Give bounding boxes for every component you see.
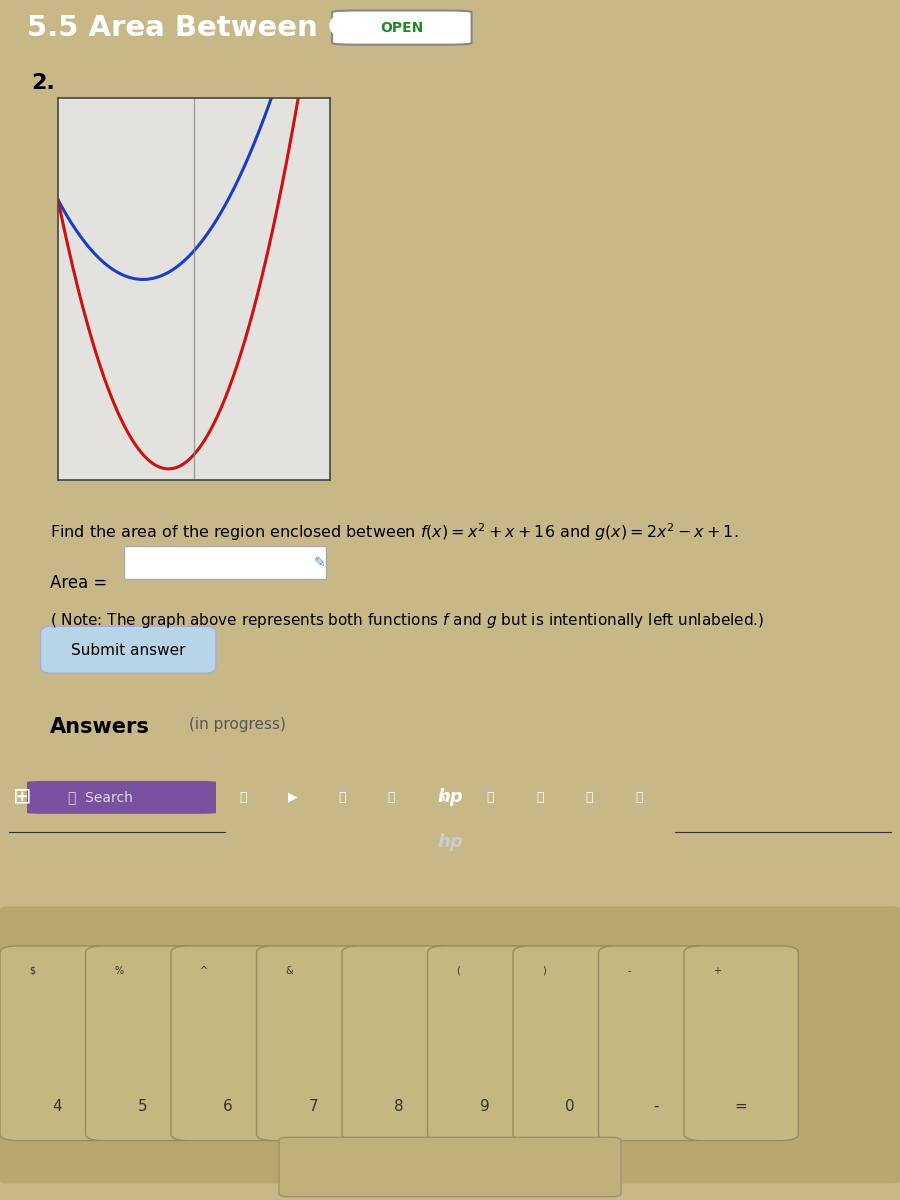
Text: -: - — [627, 966, 631, 976]
Text: -: - — [652, 1099, 659, 1114]
FancyBboxPatch shape — [0, 906, 900, 1183]
Text: ✎: ✎ — [314, 557, 325, 570]
Text: 🔊: 🔊 — [586, 791, 593, 804]
Text: Find the area of the region enclosed between $f(x) = x^2 + x + 16$ and $g(x) = 2: Find the area of the region enclosed bet… — [50, 521, 738, 542]
FancyBboxPatch shape — [428, 946, 542, 1140]
Text: hp: hp — [437, 833, 463, 851]
Text: ( Note: The graph above represents both functions $f$ and $g$ but is intentional: ( Note: The graph above represents both … — [50, 611, 764, 630]
Text: ⬛: ⬛ — [239, 791, 247, 804]
FancyBboxPatch shape — [342, 946, 456, 1140]
FancyBboxPatch shape — [332, 11, 472, 44]
FancyBboxPatch shape — [279, 1138, 621, 1196]
FancyBboxPatch shape — [513, 946, 627, 1140]
Text: 📁: 📁 — [487, 791, 494, 804]
FancyBboxPatch shape — [124, 546, 326, 580]
FancyBboxPatch shape — [171, 946, 285, 1140]
FancyBboxPatch shape — [0, 946, 114, 1140]
Text: Area =: Area = — [50, 574, 107, 592]
Text: 9: 9 — [480, 1099, 490, 1114]
Text: a: a — [437, 791, 445, 804]
Text: =: = — [734, 1099, 748, 1114]
Text: 4: 4 — [52, 1099, 62, 1114]
Text: 🌐: 🌐 — [338, 791, 346, 804]
Text: &: & — [285, 966, 292, 976]
Text: Submit answer: Submit answer — [71, 642, 186, 658]
Text: $: $ — [29, 966, 35, 976]
Text: 2.: 2. — [32, 73, 55, 94]
Text: 7: 7 — [309, 1099, 319, 1114]
Text: hp: hp — [437, 788, 463, 806]
Text: (in progress): (in progress) — [189, 716, 286, 732]
Text: (: ( — [456, 966, 460, 976]
FancyBboxPatch shape — [27, 781, 216, 814]
Text: 🔍  Search: 🔍 Search — [68, 791, 132, 804]
Text: ^: ^ — [200, 966, 208, 976]
Text: 8: 8 — [394, 1099, 404, 1114]
Text: +: + — [713, 966, 721, 976]
Text: 5: 5 — [138, 1099, 148, 1114]
FancyBboxPatch shape — [40, 626, 216, 673]
Text: 📶: 📶 — [635, 791, 643, 804]
FancyBboxPatch shape — [684, 946, 798, 1140]
Text: ): ) — [542, 966, 545, 976]
FancyBboxPatch shape — [256, 946, 371, 1140]
FancyBboxPatch shape — [598, 946, 713, 1140]
Text: 📁: 📁 — [388, 791, 395, 804]
Text: ▶: ▶ — [288, 791, 297, 804]
Text: OPEN: OPEN — [381, 20, 424, 35]
Text: 📌: 📌 — [536, 791, 544, 804]
Text: 6: 6 — [223, 1099, 233, 1114]
Text: 5.5 Area Between Curves: 5.5 Area Between Curves — [27, 13, 440, 42]
Text: Answers: Answers — [50, 716, 149, 737]
Text: ⊞: ⊞ — [14, 787, 32, 808]
Text: 0: 0 — [565, 1099, 575, 1114]
Text: %: % — [114, 966, 123, 988]
FancyBboxPatch shape — [86, 946, 200, 1140]
